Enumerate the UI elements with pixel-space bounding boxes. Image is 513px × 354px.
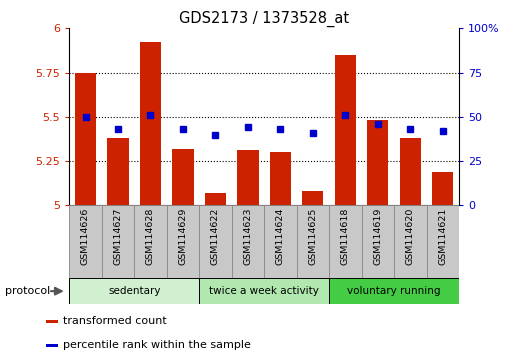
Bar xyxy=(199,278,329,304)
Text: sedentary: sedentary xyxy=(108,286,161,296)
Bar xyxy=(232,205,264,278)
Text: voluntary running: voluntary running xyxy=(347,286,441,296)
Bar xyxy=(297,205,329,278)
Bar xyxy=(329,278,459,304)
Bar xyxy=(205,193,226,205)
Text: GSM114626: GSM114626 xyxy=(81,207,90,265)
Bar xyxy=(199,205,232,278)
Bar xyxy=(432,172,453,205)
Text: GSM114619: GSM114619 xyxy=(373,207,382,265)
Text: GSM114624: GSM114624 xyxy=(276,207,285,265)
Bar xyxy=(238,150,259,205)
Text: protocol: protocol xyxy=(5,286,50,296)
Bar xyxy=(69,278,199,304)
Text: GSM114621: GSM114621 xyxy=(439,207,447,265)
Bar xyxy=(167,205,199,278)
Bar xyxy=(367,120,388,205)
Text: percentile rank within the sample: percentile rank within the sample xyxy=(63,340,250,350)
Bar xyxy=(329,205,362,278)
Text: GSM114618: GSM114618 xyxy=(341,207,350,265)
Text: twice a week activity: twice a week activity xyxy=(209,286,319,296)
Text: GSM114622: GSM114622 xyxy=(211,207,220,265)
Text: GSM114629: GSM114629 xyxy=(179,207,187,265)
Text: GSM114620: GSM114620 xyxy=(406,207,415,265)
Bar xyxy=(335,55,356,205)
Bar xyxy=(75,73,96,205)
Bar xyxy=(69,205,102,278)
Bar xyxy=(270,152,291,205)
Bar xyxy=(264,205,297,278)
Text: GSM114628: GSM114628 xyxy=(146,207,155,265)
Title: GDS2173 / 1373528_at: GDS2173 / 1373528_at xyxy=(179,11,349,27)
Bar xyxy=(362,205,394,278)
Bar xyxy=(107,138,129,205)
Bar xyxy=(394,205,427,278)
Bar xyxy=(46,344,58,347)
Bar xyxy=(46,320,58,323)
Bar xyxy=(140,42,161,205)
Text: GSM114625: GSM114625 xyxy=(308,207,318,265)
Text: transformed count: transformed count xyxy=(63,316,166,326)
Text: GSM114627: GSM114627 xyxy=(113,207,123,265)
Bar xyxy=(400,138,421,205)
Bar xyxy=(302,191,324,205)
Bar xyxy=(172,149,193,205)
Bar xyxy=(134,205,167,278)
Text: GSM114623: GSM114623 xyxy=(244,207,252,265)
Bar xyxy=(102,205,134,278)
Bar xyxy=(427,205,459,278)
